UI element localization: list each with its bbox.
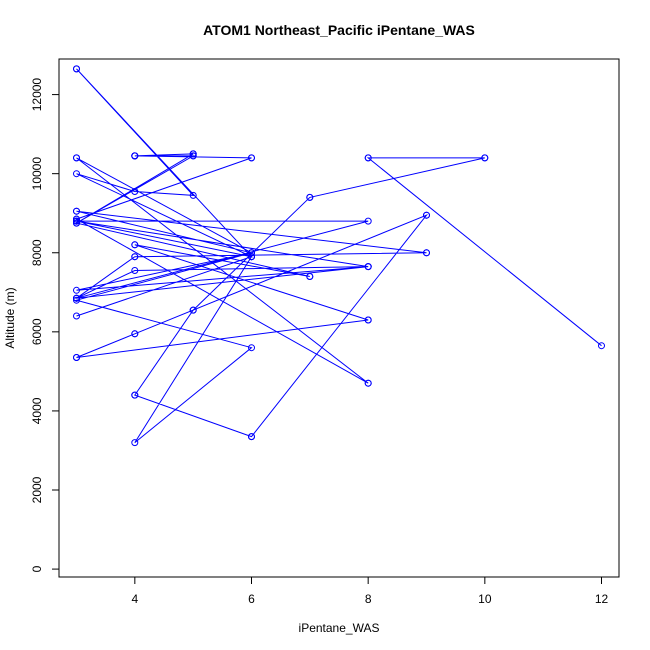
data-point (73, 65, 80, 73)
x-tick-label: 4 (131, 592, 138, 606)
data-point (364, 154, 372, 162)
data-point (364, 263, 372, 271)
x-tick-label: 8 (365, 592, 372, 606)
chart-title: ATOM1 Northeast_Pacific iPentane_WAS (203, 22, 475, 38)
data-point (131, 267, 139, 274)
data-point (131, 241, 139, 249)
data-point (306, 193, 314, 201)
x-tick-label: 6 (248, 592, 255, 606)
y-tick-label: 6000 (30, 318, 44, 345)
y-tick-label: 4000 (30, 397, 44, 424)
data-point (73, 154, 80, 162)
x-axis-label: iPentane_WAS (299, 621, 380, 635)
data-point (131, 391, 139, 399)
data-point (423, 211, 430, 219)
data-point (73, 219, 80, 227)
data-point (131, 152, 139, 160)
data-point (248, 249, 255, 257)
data-point (248, 344, 255, 352)
y-tick-label: 2000 (30, 476, 44, 503)
y-tick-label: 8000 (30, 239, 44, 266)
data-point (131, 439, 139, 447)
data-point (73, 207, 80, 215)
data-point (481, 154, 489, 162)
series-line (74, 68, 602, 443)
data-point (248, 433, 255, 441)
data-point (364, 379, 372, 387)
y-tick-label: 12000 (30, 78, 44, 112)
data-point (73, 170, 80, 178)
series-layer (73, 65, 605, 447)
data-point (131, 188, 139, 195)
data-point (364, 217, 372, 225)
data-point (73, 286, 80, 294)
data-point (306, 273, 314, 280)
y-tick-label: 0 (30, 565, 44, 572)
data-point (189, 191, 197, 199)
data-point (423, 249, 430, 257)
x-tick-label: 12 (595, 592, 609, 606)
data-point (189, 150, 197, 158)
data-point (189, 152, 197, 160)
plot-frame (58, 58, 620, 578)
data-point (73, 217, 80, 225)
x-axis: 4 6 8 10 12 (131, 577, 608, 606)
data-point (73, 296, 80, 304)
y-tick-label: 10000 (30, 157, 44, 191)
data-point (131, 330, 139, 338)
data-point (364, 316, 372, 324)
data-point (131, 253, 139, 261)
data-point (73, 215, 80, 223)
data-point (73, 354, 80, 361)
data-point (189, 306, 197, 314)
data-point (248, 253, 255, 261)
data-point (248, 154, 255, 162)
y-axis-label: Altitude (m) (3, 287, 17, 348)
y-axis: 0 2000 4000 6000 8000 10000 12000 (30, 78, 59, 572)
x-tick-label: 10 (478, 592, 492, 606)
data-point (598, 342, 605, 350)
data-point (73, 294, 80, 302)
data-point (73, 312, 80, 320)
